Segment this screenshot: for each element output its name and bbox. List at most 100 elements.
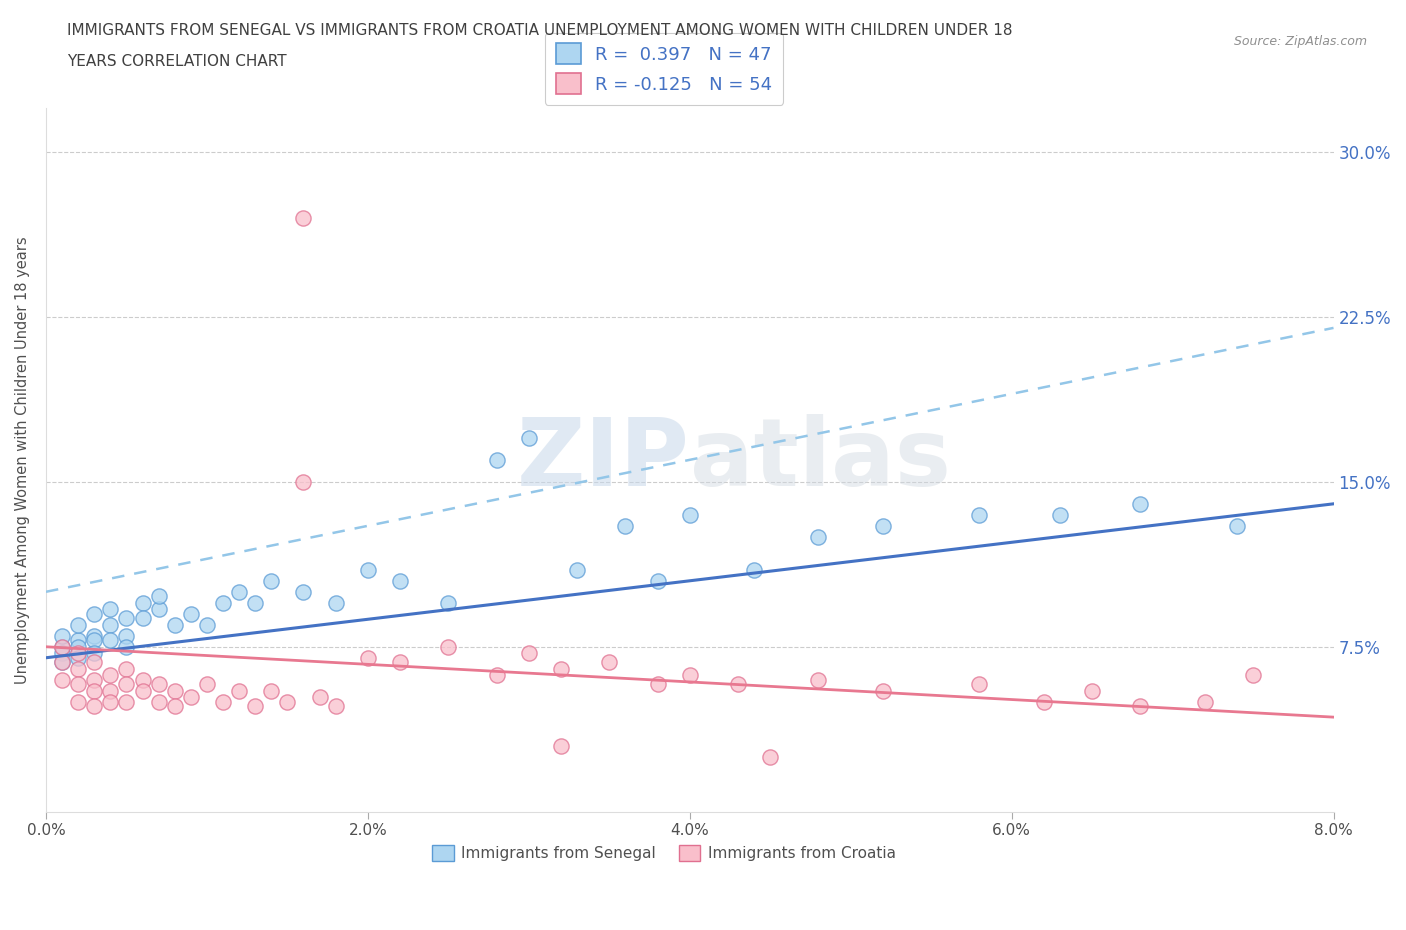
Point xyxy=(357,563,380,578)
Point xyxy=(163,698,186,713)
Point xyxy=(148,695,170,710)
Point xyxy=(357,650,380,665)
Point xyxy=(195,677,218,692)
Text: ZIP: ZIP xyxy=(517,414,690,506)
Legend: Immigrants from Senegal, Immigrants from Croatia: Immigrants from Senegal, Immigrants from… xyxy=(426,839,903,868)
Point xyxy=(1241,668,1264,683)
Point xyxy=(228,684,250,698)
Point xyxy=(67,632,90,647)
Point xyxy=(292,210,315,225)
Point xyxy=(67,618,90,632)
Point xyxy=(51,639,73,654)
Text: atlas: atlas xyxy=(690,414,950,506)
Point xyxy=(51,655,73,670)
Point xyxy=(83,698,105,713)
Point xyxy=(647,677,669,692)
Point xyxy=(969,508,991,523)
Point xyxy=(245,595,267,610)
Point xyxy=(759,750,782,764)
Point xyxy=(98,684,121,698)
Point xyxy=(228,584,250,599)
Point xyxy=(614,518,637,533)
Point xyxy=(51,629,73,644)
Point xyxy=(292,584,315,599)
Point xyxy=(325,595,347,610)
Point xyxy=(67,646,90,661)
Point xyxy=(115,695,138,710)
Point xyxy=(98,632,121,647)
Point xyxy=(67,650,90,665)
Text: YEARS CORRELATION CHART: YEARS CORRELATION CHART xyxy=(67,54,287,69)
Point xyxy=(51,655,73,670)
Point xyxy=(115,639,138,654)
Point xyxy=(1129,698,1152,713)
Point xyxy=(51,646,73,661)
Point xyxy=(647,574,669,589)
Point xyxy=(163,684,186,698)
Point xyxy=(260,684,283,698)
Point xyxy=(51,639,73,654)
Point xyxy=(131,672,153,687)
Point xyxy=(485,452,508,467)
Point xyxy=(67,677,90,692)
Point xyxy=(83,606,105,621)
Point xyxy=(565,563,588,578)
Text: Source: ZipAtlas.com: Source: ZipAtlas.com xyxy=(1233,35,1367,48)
Point xyxy=(83,684,105,698)
Point xyxy=(389,655,412,670)
Text: IMMIGRANTS FROM SENEGAL VS IMMIGRANTS FROM CROATIA UNEMPLOYMENT AMONG WOMEN WITH: IMMIGRANTS FROM SENEGAL VS IMMIGRANTS FR… xyxy=(67,23,1012,38)
Point xyxy=(83,672,105,687)
Point xyxy=(260,574,283,589)
Point xyxy=(115,661,138,676)
Point xyxy=(212,695,235,710)
Point xyxy=(115,611,138,626)
Point xyxy=(51,672,73,687)
Point xyxy=(83,632,105,647)
Point xyxy=(98,695,121,710)
Point xyxy=(83,655,105,670)
Point xyxy=(807,672,830,687)
Point xyxy=(872,684,894,698)
Point xyxy=(550,661,572,676)
Point xyxy=(308,690,330,705)
Point xyxy=(115,677,138,692)
Point xyxy=(83,646,105,661)
Point xyxy=(180,690,202,705)
Point xyxy=(1081,684,1104,698)
Point xyxy=(131,684,153,698)
Point xyxy=(98,602,121,617)
Point xyxy=(679,668,702,683)
Point xyxy=(131,595,153,610)
Y-axis label: Unemployment Among Women with Children Under 18 years: Unemployment Among Women with Children U… xyxy=(15,236,30,684)
Point xyxy=(485,668,508,683)
Point xyxy=(807,529,830,544)
Point xyxy=(245,698,267,713)
Point xyxy=(517,646,540,661)
Point xyxy=(67,639,90,654)
Point xyxy=(148,677,170,692)
Point xyxy=(1032,695,1054,710)
Point xyxy=(437,595,460,610)
Point xyxy=(872,518,894,533)
Point xyxy=(98,618,121,632)
Point xyxy=(212,595,235,610)
Point xyxy=(67,661,90,676)
Point xyxy=(131,611,153,626)
Point xyxy=(292,474,315,489)
Point xyxy=(679,508,702,523)
Point xyxy=(517,431,540,445)
Point xyxy=(276,695,298,710)
Point xyxy=(389,574,412,589)
Point xyxy=(969,677,991,692)
Point xyxy=(98,668,121,683)
Point xyxy=(1226,518,1249,533)
Point xyxy=(148,589,170,604)
Point xyxy=(1129,497,1152,512)
Point xyxy=(148,602,170,617)
Point xyxy=(83,629,105,644)
Point xyxy=(1194,695,1216,710)
Point xyxy=(727,677,749,692)
Point xyxy=(598,655,620,670)
Point xyxy=(742,563,765,578)
Point xyxy=(67,695,90,710)
